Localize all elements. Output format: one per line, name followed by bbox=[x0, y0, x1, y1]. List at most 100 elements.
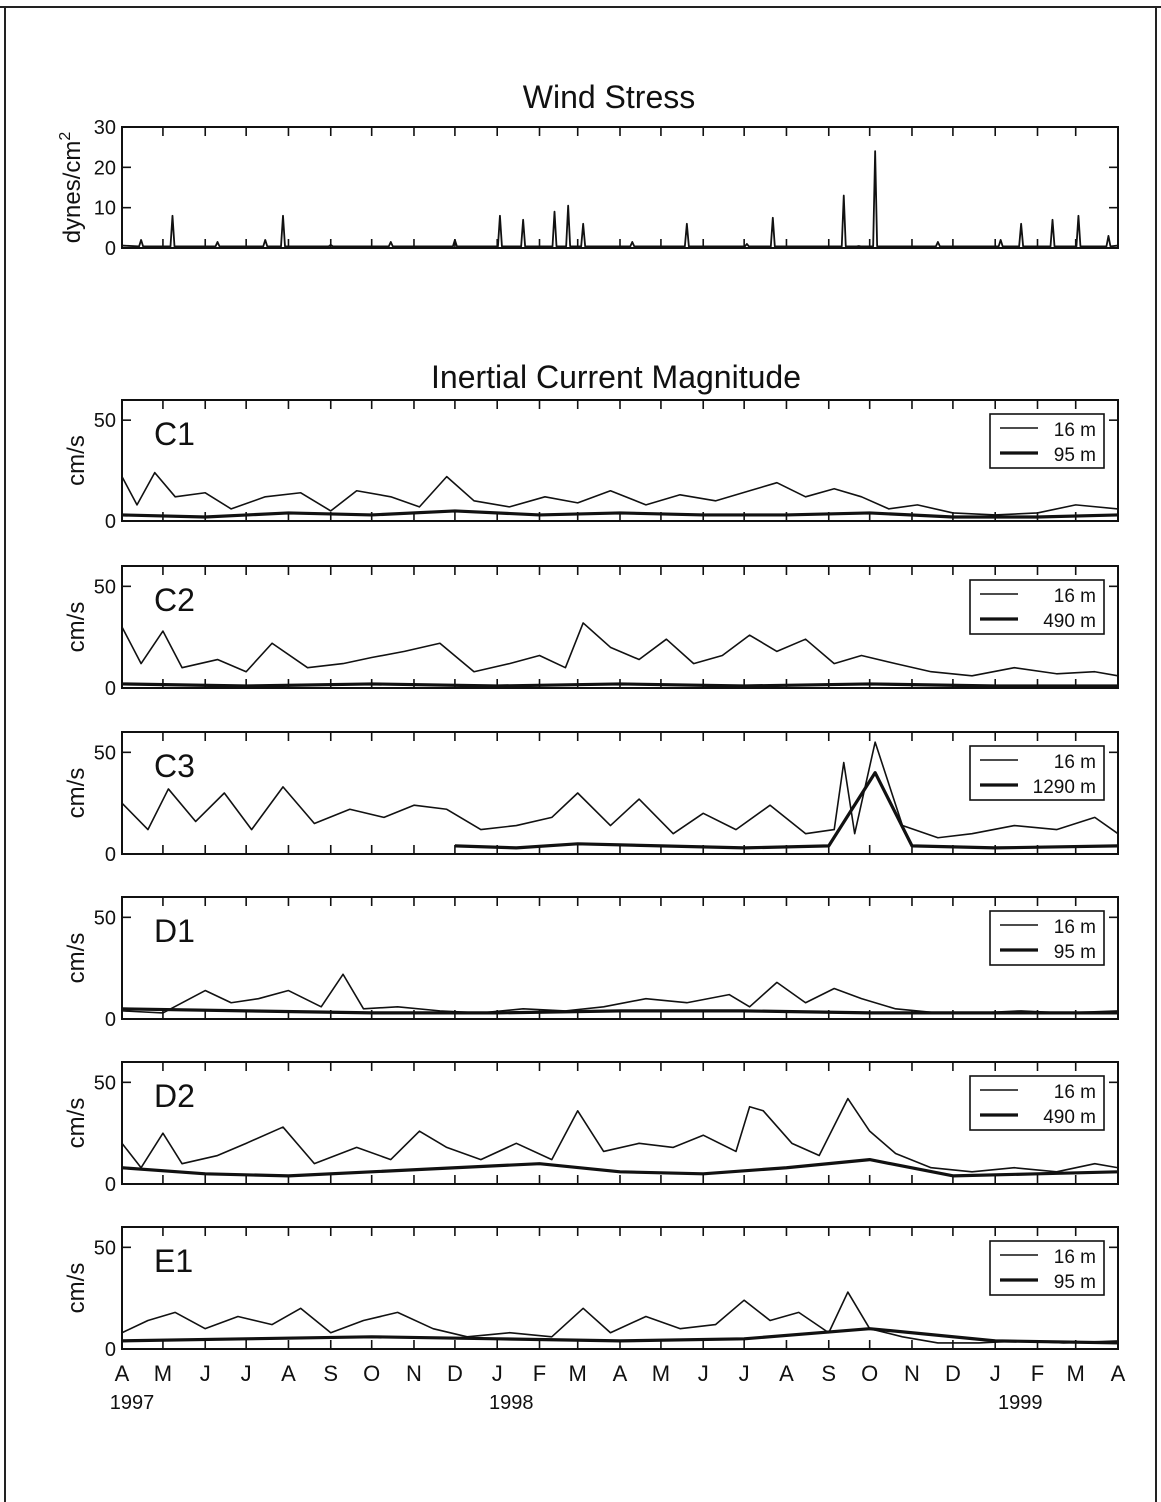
y-axis-label-superscript: 2 bbox=[57, 132, 74, 141]
legend-box bbox=[969, 579, 1105, 635]
legend-entry: 16 m bbox=[1054, 1247, 1096, 1268]
plot-frame bbox=[121, 896, 1119, 1020]
legend-entry: 95 m bbox=[1054, 942, 1096, 963]
legend-entry: 16 m bbox=[1054, 1082, 1096, 1103]
y-tick-label: 50 bbox=[94, 576, 116, 598]
legend-entry: 16 m bbox=[1054, 752, 1096, 773]
panel-label: C2 bbox=[154, 582, 195, 618]
y-tick-label: 50 bbox=[94, 907, 116, 929]
month-label: S bbox=[323, 1361, 338, 1386]
series-line-16m bbox=[121, 1291, 1119, 1344]
month-label: M bbox=[569, 1361, 587, 1386]
series-line-wind bbox=[121, 150, 1119, 248]
legend-entry: 16 m bbox=[1054, 420, 1096, 441]
y-tick-label: 0 bbox=[105, 844, 116, 866]
series-line-1290m bbox=[454, 771, 1119, 850]
month-label: J bbox=[492, 1361, 503, 1386]
legend-box bbox=[989, 1240, 1105, 1296]
legend-entry: 16 m bbox=[1054, 586, 1096, 607]
series-line-16m bbox=[121, 622, 1119, 677]
y-axis-label: cm/s bbox=[63, 1098, 90, 1149]
y-tick-label: 20 bbox=[94, 157, 116, 179]
y-tick-label: 10 bbox=[94, 198, 116, 220]
y-tick-label: 50 bbox=[94, 410, 116, 432]
wind-stress-title: Wind Stress bbox=[523, 79, 695, 115]
series-line-490m bbox=[121, 1157, 1119, 1178]
legend-box bbox=[989, 910, 1105, 966]
month-label: J bbox=[200, 1361, 211, 1386]
legend: 16 m 95 m bbox=[989, 1240, 1105, 1296]
series-line-95m bbox=[121, 509, 1119, 519]
panel-label: C3 bbox=[154, 748, 195, 784]
y-axis-label: cm/s bbox=[63, 435, 90, 486]
month-label: M bbox=[1067, 1361, 1085, 1386]
y-tick-label: 0 bbox=[105, 511, 116, 533]
month-label: O bbox=[363, 1361, 380, 1386]
plot-frame bbox=[121, 565, 1119, 689]
y-tick-label: 50 bbox=[94, 1237, 116, 1259]
month-label: A bbox=[115, 1361, 130, 1386]
y-tick-label: 0 bbox=[105, 1174, 116, 1196]
legend: 16 m 1290 m bbox=[969, 745, 1105, 801]
y-axis-label: cm/s bbox=[63, 602, 90, 653]
legend-box bbox=[969, 1075, 1105, 1131]
series-line-16m bbox=[121, 973, 1119, 1014]
y-axis-label: dynes/cm2 bbox=[57, 132, 86, 244]
y-axis-label: cm/s bbox=[63, 1263, 90, 1314]
series-line-16m bbox=[121, 1097, 1119, 1173]
month-label: A bbox=[779, 1361, 794, 1386]
series-line-95m bbox=[121, 1327, 1119, 1345]
month-label: F bbox=[533, 1361, 546, 1386]
month-label: A bbox=[281, 1361, 296, 1386]
plot-frame bbox=[121, 1061, 1119, 1185]
year-label: 1999 bbox=[998, 1392, 1043, 1414]
panel-label: D2 bbox=[154, 1078, 195, 1114]
legend: 16 m 95 m bbox=[989, 413, 1105, 469]
series-line-16m bbox=[121, 741, 1119, 839]
plot-frame bbox=[121, 1226, 1119, 1350]
year-label: 1998 bbox=[489, 1392, 534, 1414]
month-label: J bbox=[739, 1361, 750, 1386]
month-label: A bbox=[613, 1361, 628, 1386]
legend-entry: 95 m bbox=[1054, 1272, 1096, 1293]
month-label: D bbox=[447, 1361, 463, 1386]
plot-frame bbox=[121, 126, 1119, 249]
month-label: J bbox=[241, 1361, 252, 1386]
legend: 16 m 490 m bbox=[969, 1075, 1105, 1131]
legend-entry: 95 m bbox=[1054, 445, 1096, 466]
y-tick-label: 0 bbox=[105, 678, 116, 700]
series-line-490m bbox=[121, 682, 1118, 688]
legend-entry: 490 m bbox=[1043, 1107, 1096, 1128]
legend: 16 m 95 m bbox=[989, 910, 1105, 966]
month-label: J bbox=[990, 1361, 1001, 1386]
panel-label: D1 bbox=[154, 913, 195, 949]
month-label: N bbox=[406, 1361, 422, 1386]
inertial-current-title: Inertial Current Magnitude bbox=[431, 359, 801, 395]
y-axis-label: cm/s bbox=[63, 768, 90, 819]
month-label: J bbox=[698, 1361, 709, 1386]
month-label: D bbox=[945, 1361, 961, 1386]
legend-entry: 490 m bbox=[1043, 611, 1096, 632]
plot-frame bbox=[121, 399, 1119, 522]
panel-label: E1 bbox=[154, 1243, 193, 1279]
legend: 16 m 490 m bbox=[969, 579, 1105, 635]
y-axis-label: cm/s bbox=[63, 933, 90, 984]
month-label: N bbox=[904, 1361, 920, 1386]
month-label: A bbox=[1111, 1361, 1126, 1386]
y-tick-label: 0 bbox=[105, 1009, 116, 1031]
y-tick-label: 50 bbox=[94, 742, 116, 764]
y-tick-label: 30 bbox=[94, 117, 116, 139]
month-label: M bbox=[154, 1361, 172, 1386]
y-tick-label: 0 bbox=[105, 1339, 116, 1361]
month-label: O bbox=[861, 1361, 878, 1386]
year-label: 1997 bbox=[110, 1392, 155, 1414]
y-tick-label: 0 bbox=[105, 238, 116, 260]
